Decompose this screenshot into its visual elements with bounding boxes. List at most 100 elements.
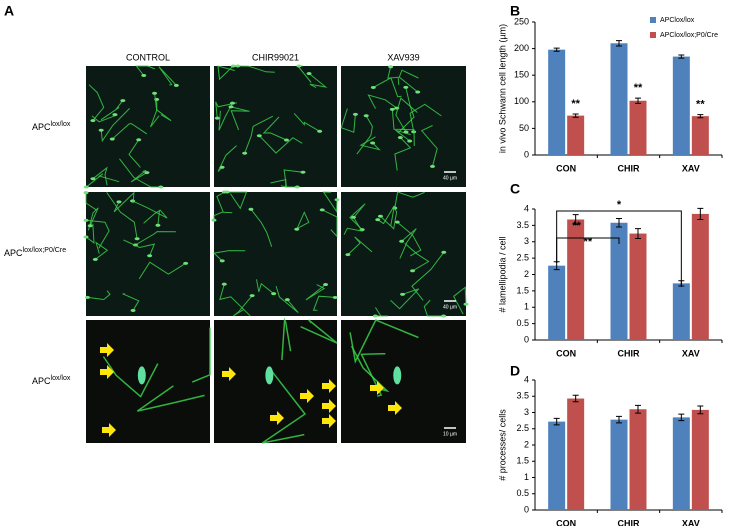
cell-process bbox=[102, 356, 159, 398]
cell-process bbox=[218, 102, 233, 131]
cell-process bbox=[398, 69, 419, 93]
cell-body bbox=[377, 214, 383, 218]
cell-process bbox=[394, 137, 412, 171]
cell-process bbox=[106, 192, 138, 239]
bar bbox=[629, 233, 647, 340]
cell-process bbox=[88, 84, 105, 121]
cell-process bbox=[293, 113, 320, 132]
cell-process bbox=[219, 283, 251, 317]
cell-process bbox=[356, 115, 373, 155]
cell-body bbox=[334, 198, 340, 202]
cell-body bbox=[214, 116, 220, 120]
y-tick-label: 0 bbox=[524, 149, 529, 159]
cell-process bbox=[232, 295, 253, 317]
cell-process bbox=[367, 94, 398, 109]
bar bbox=[629, 409, 647, 510]
cell-body bbox=[136, 138, 142, 142]
cell-process bbox=[100, 108, 130, 143]
y-tick-label: 3.5 bbox=[516, 220, 529, 230]
y-tick-label: 1.5 bbox=[516, 456, 529, 466]
panel-label: C bbox=[510, 181, 520, 197]
cell-process bbox=[340, 108, 356, 133]
legend-label: APClox/lox;P0/Cre bbox=[660, 32, 718, 39]
cell-process bbox=[138, 261, 186, 280]
cell-body bbox=[296, 64, 302, 68]
cell-body bbox=[141, 73, 147, 77]
cell-body bbox=[221, 282, 227, 286]
arrow bbox=[102, 423, 116, 437]
cell-process bbox=[85, 219, 110, 249]
cell-body bbox=[83, 218, 89, 222]
bar bbox=[691, 409, 709, 510]
cell-body bbox=[116, 200, 122, 204]
bar bbox=[610, 419, 628, 510]
cell-process bbox=[132, 200, 168, 219]
cell-body bbox=[242, 151, 248, 155]
bar bbox=[567, 219, 585, 340]
cell-body bbox=[92, 257, 98, 261]
cell-body bbox=[112, 113, 118, 117]
cell-process bbox=[275, 285, 299, 313]
legend-swatch bbox=[650, 17, 656, 23]
y-tick-label: 3 bbox=[524, 236, 529, 246]
y-tick-label: 0 bbox=[524, 504, 529, 514]
cell-body bbox=[120, 99, 126, 103]
x-tick-label: CON bbox=[556, 163, 576, 173]
x-tick-label: CHIR bbox=[618, 348, 640, 358]
cell-process bbox=[262, 116, 287, 141]
cell-process bbox=[158, 66, 177, 86]
y-tick-label: 2 bbox=[524, 269, 529, 279]
cell-process bbox=[94, 241, 109, 260]
bar bbox=[672, 56, 690, 155]
cell-process bbox=[150, 99, 160, 128]
scale-bar-label: 40 µm bbox=[443, 175, 457, 181]
column-header: CONTROL bbox=[126, 52, 170, 62]
micrograph bbox=[86, 192, 210, 316]
cell-process bbox=[409, 103, 442, 132]
cell-body bbox=[441, 250, 447, 254]
legend-label: APClox/lox bbox=[660, 17, 695, 24]
cell-body bbox=[83, 235, 89, 239]
cell-body bbox=[407, 139, 413, 143]
cell-process bbox=[212, 250, 246, 262]
cell-body bbox=[389, 107, 395, 111]
y-tick-label: 2 bbox=[524, 439, 529, 449]
cell-process bbox=[136, 385, 205, 412]
micrograph bbox=[341, 66, 466, 187]
significance: ** bbox=[584, 236, 593, 248]
cell-process bbox=[87, 207, 99, 231]
x-tick-label: CHIR bbox=[618, 518, 640, 526]
cell-body bbox=[211, 218, 217, 222]
y-tick-label: 1 bbox=[524, 472, 529, 482]
y-tick-label: 2.5 bbox=[516, 253, 529, 263]
cell-process bbox=[244, 115, 274, 154]
error-bar bbox=[635, 97, 641, 104]
y-tick-label: 3.5 bbox=[516, 391, 529, 401]
micrograph bbox=[214, 66, 337, 187]
cell-process bbox=[154, 93, 172, 122]
error-bar bbox=[572, 214, 579, 225]
cell-process bbox=[360, 352, 386, 397]
error-bar bbox=[697, 405, 704, 415]
y-tick-label: 250 bbox=[514, 16, 529, 26]
cell-process bbox=[135, 231, 176, 246]
cell-body bbox=[410, 269, 416, 273]
row-label-base: APC bbox=[32, 122, 51, 132]
cell-body bbox=[352, 112, 358, 116]
cell-body bbox=[109, 137, 115, 141]
cell-process bbox=[135, 65, 155, 76]
cell-process bbox=[130, 169, 148, 183]
x-tick-label: CON bbox=[556, 348, 576, 358]
cell-process bbox=[321, 209, 338, 238]
error-bar bbox=[616, 415, 622, 424]
error-bar bbox=[553, 417, 560, 426]
bar bbox=[548, 265, 566, 340]
error-bar bbox=[635, 228, 641, 239]
cell-process bbox=[377, 205, 395, 226]
scale-bar-label: 40 µm bbox=[443, 304, 457, 310]
micrograph bbox=[214, 192, 337, 316]
cell-process bbox=[258, 135, 303, 154]
cell-body bbox=[152, 91, 158, 95]
cell-body bbox=[400, 292, 406, 296]
